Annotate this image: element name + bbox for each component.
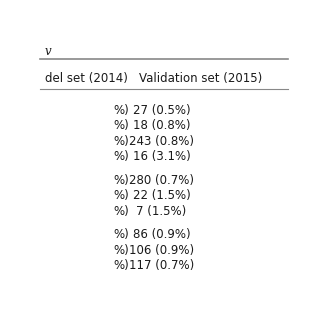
Text: 86 (0.9%): 86 (0.9%) <box>133 228 190 241</box>
Text: %): %) <box>114 119 129 132</box>
Text: %): %) <box>114 135 129 148</box>
Text: v: v <box>45 44 52 58</box>
Text: %): %) <box>114 150 129 163</box>
Text: %): %) <box>114 259 129 272</box>
Text: del set (2014): del set (2014) <box>45 72 128 85</box>
Text: %): %) <box>114 205 129 218</box>
Text: %): %) <box>114 244 129 257</box>
Text: 27 (0.5%): 27 (0.5%) <box>133 104 190 117</box>
Text: 106 (0.9%): 106 (0.9%) <box>129 244 194 257</box>
Text: 22 (1.5%): 22 (1.5%) <box>133 189 190 202</box>
Text: 18 (0.8%): 18 (0.8%) <box>133 119 190 132</box>
Text: 7 (1.5%): 7 (1.5%) <box>136 205 187 218</box>
Text: %): %) <box>114 228 129 241</box>
Text: %): %) <box>114 104 129 117</box>
Text: 117 (0.7%): 117 (0.7%) <box>129 259 194 272</box>
Text: %): %) <box>114 174 129 187</box>
Text: Validation set (2015): Validation set (2015) <box>139 72 262 85</box>
Text: 16 (3.1%): 16 (3.1%) <box>133 150 190 163</box>
Text: 243 (0.8%): 243 (0.8%) <box>129 135 194 148</box>
Text: %): %) <box>114 189 129 202</box>
Text: 280 (0.7%): 280 (0.7%) <box>129 174 194 187</box>
